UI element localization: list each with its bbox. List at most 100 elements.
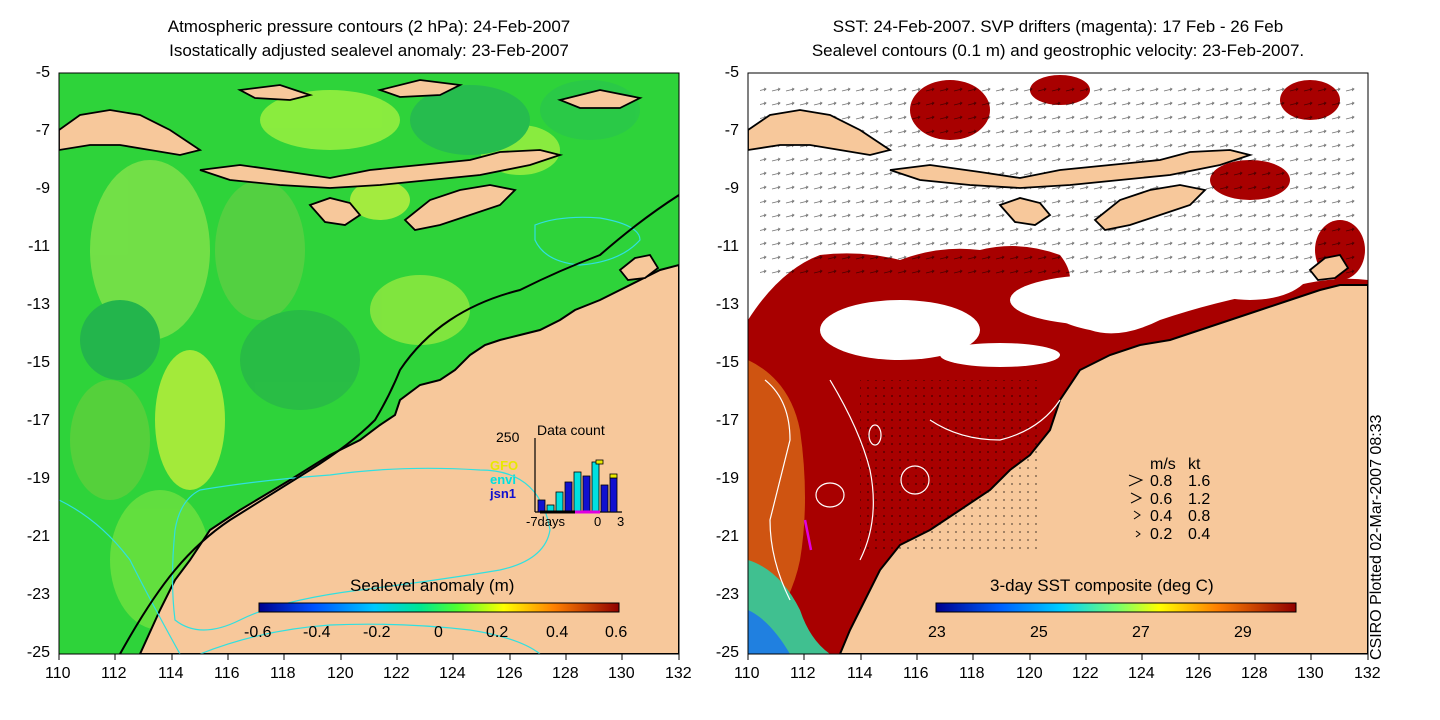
right-ytick-5: -15 — [715, 354, 739, 371]
right-map-panel — [748, 73, 1368, 654]
left-ytick-7: -19 — [26, 470, 50, 487]
inset-legend-envi: envi — [490, 472, 517, 487]
right-cb-tick-0: 23 — [928, 624, 946, 641]
vel-legend-kt-3: 0.4 — [1188, 526, 1211, 543]
right-xtick-6: 122 — [1072, 665, 1099, 682]
left-xtick-6: 122 — [383, 665, 410, 682]
right-cb-tick-2: 27 — [1132, 624, 1150, 641]
sla-anomaly-patches — [70, 80, 640, 630]
data-count-bars — [537, 459, 618, 513]
right-ytick-7: -19 — [715, 470, 739, 487]
vel-legend-kt-1: 1.2 — [1188, 491, 1211, 508]
right-xtick-11: 132 — [1354, 665, 1381, 682]
right-xtick-1: 112 — [790, 665, 816, 682]
left-shelf-contour — [119, 194, 679, 654]
vel-legend-ms-1: 0.6 — [1150, 491, 1173, 508]
right-xtick-7: 124 — [1128, 665, 1155, 682]
inset-legend-jsn1: jsn1 — [490, 486, 517, 501]
left-xtick-11: 132 — [665, 665, 692, 682]
right-ytick-0: -5 — [724, 64, 739, 81]
vel-legend-header-kt: kt — [1188, 456, 1201, 473]
sealevel-contours — [764, 379, 1061, 601]
velocity-dots-south — [860, 380, 1040, 550]
inset-legend-gfo: GFO — [490, 458, 519, 473]
left-cb-tick-1: -0.4 — [303, 624, 331, 641]
right-xtick-3: 116 — [903, 665, 929, 682]
left-indonesia-islands — [59, 79, 660, 281]
inset-x-right: 3 — [617, 514, 625, 529]
left-xtick-2: 114 — [158, 665, 184, 682]
right-xtick-0: 110 — [734, 665, 760, 682]
left-ytick-3: -11 — [28, 238, 50, 255]
left-ytick-1: -7 — [35, 122, 50, 139]
left-cb-tick-4: 0.2 — [486, 624, 509, 641]
sst-coldest-southwest — [748, 610, 790, 654]
left-colorbar — [258, 602, 620, 613]
left-axis-ticks — [58, 654, 680, 660]
left-map-panel — [59, 73, 679, 654]
vel-legend-header-ms: m/s — [1150, 456, 1176, 473]
left-ytick-0: -5 — [35, 64, 50, 81]
left-ytick-9: -23 — [26, 586, 50, 603]
right-colorbar-label: 3-day SST composite (deg C) — [990, 576, 1214, 595]
right-xtick-9: 128 — [1241, 665, 1268, 682]
right-ytick-6: -17 — [715, 412, 739, 429]
left-title-line1: Atmospheric pressure contours (2 hPa): 2… — [167, 17, 571, 36]
right-indonesia-islands — [748, 109, 1350, 281]
data-count-inset — [534, 438, 622, 514]
right-ytick-10: -25 — [715, 644, 739, 661]
right-ytick-8: -21 — [715, 528, 739, 545]
left-xtick-0: 110 — [45, 665, 71, 682]
right-axis-ticks — [747, 654, 1369, 660]
plot-credit: CSIRO Plotted 02-Mar-2007 08:33 — [1368, 414, 1385, 660]
right-ytick-4: -13 — [715, 296, 739, 313]
svp-drifter-track — [803, 519, 813, 551]
left-colorbar-label: Sealevel anomaly (m) — [350, 576, 515, 595]
left-xtick-8: 126 — [496, 665, 523, 682]
left-ytick-4: -13 — [26, 296, 50, 313]
left-xtick-3: 116 — [214, 665, 240, 682]
right-ytick-1: -7 — [724, 122, 739, 139]
right-xtick-10: 130 — [1297, 665, 1324, 682]
left-xtick-1: 112 — [101, 665, 127, 682]
left-australia-land — [138, 263, 679, 654]
left-ytick-6: -17 — [26, 412, 50, 429]
right-ytick-9: -23 — [715, 586, 739, 603]
vel-legend-kt-2: 0.8 — [1188, 508, 1211, 525]
left-cb-tick-5: 0.4 — [546, 624, 569, 641]
left-xtick-7: 124 — [439, 665, 466, 682]
left-cb-tick-0: -0.6 — [244, 624, 272, 641]
left-cb-tick-6: 0.6 — [605, 624, 628, 641]
left-ytick-10: -25 — [26, 644, 50, 661]
inset-x-left: -7days — [526, 514, 566, 529]
right-title-line2: Sealevel contours (0.1 m) and geostrophi… — [811, 41, 1305, 60]
inset-ymax: 250 — [496, 429, 520, 445]
vel-legend-ms-3: 0.2 — [1150, 526, 1173, 543]
vel-legend-kt-0: 1.6 — [1188, 473, 1211, 490]
right-ytick-3: -11 — [717, 238, 739, 255]
left-xtick-9: 128 — [552, 665, 579, 682]
right-xtick-8: 126 — [1185, 665, 1212, 682]
left-cb-tick-3: 0 — [434, 624, 443, 641]
left-title-line2: Isostatically adjusted sealevel anomaly:… — [169, 41, 569, 60]
right-cb-tick-3: 29 — [1234, 624, 1252, 641]
right-title-line1: SST: 24-Feb-2007. SVP drifters (magenta)… — [832, 17, 1284, 36]
right-ytick-2: -9 — [724, 180, 739, 197]
left-xtick-4: 118 — [270, 665, 296, 682]
right-xtick-4: 118 — [959, 665, 985, 682]
vel-legend-ms-0: 0.8 — [1150, 473, 1173, 490]
right-xtick-5: 120 — [1016, 665, 1043, 682]
left-plot-frame — [58, 72, 680, 655]
left-xtick-10: 130 — [608, 665, 635, 682]
right-xtick-2: 114 — [847, 665, 873, 682]
right-plot-frame — [747, 72, 1369, 655]
left-ytick-5: -15 — [26, 354, 50, 371]
inset-title: Data count — [537, 422, 605, 438]
left-xtick-5: 120 — [327, 665, 354, 682]
right-cb-tick-1: 25 — [1030, 624, 1048, 641]
inset-x-mid: 0 — [594, 514, 602, 529]
left-pressure-contours — [59, 216, 641, 654]
left-ytick-8: -21 — [26, 528, 50, 545]
velocity-legend-arrows — [1128, 474, 1144, 538]
